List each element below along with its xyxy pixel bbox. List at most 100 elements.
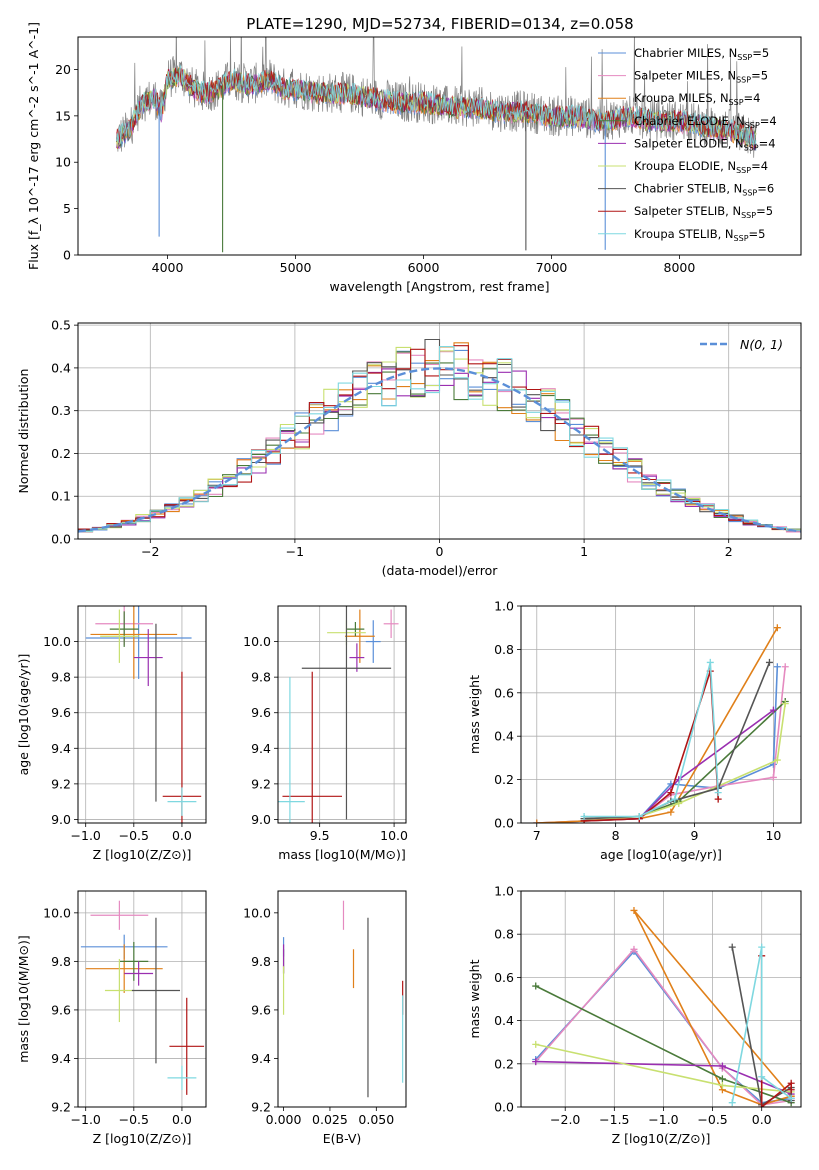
legend-label-sub: SSP [737, 53, 752, 62]
legend-label-value: =6 [757, 182, 774, 196]
y-axis-label: Flux [f_λ 10^-17 erg cm^-2 s^-1 A^-1] [26, 22, 41, 270]
legend-label: Kroupa ELODIE, NSSP=4 [634, 159, 768, 175]
weight-marker [667, 808, 675, 816]
legend-label: Kroupa STELIB, NSSP=5 [634, 227, 765, 243]
weight-marker [787, 1079, 795, 1087]
x-tick-label: 0.0 [752, 1112, 772, 1127]
weight-marker [532, 982, 540, 990]
legend-label-text: Salpeter ELODIE, N [634, 136, 744, 150]
y-axis-label: age [log10(age/yr)] [16, 654, 31, 776]
legend-label: Salpeter ELODIE, NSSP=4 [634, 136, 776, 152]
x-tick-label: −1.0 [71, 1112, 101, 1127]
y-tick-label: 10.0 [43, 905, 71, 920]
weight-marker [532, 1040, 540, 1048]
x-axis-label: Z [log10(Z/Z⊙)] [612, 1131, 711, 1146]
x-axis-label: wavelength [Angstrom, rest frame] [329, 279, 549, 294]
x-axis-label: Z [log10(Z/Z⊙)] [93, 847, 192, 862]
y-tick-label: 10.0 [243, 905, 271, 920]
legend-label: Chabrier STELIB, NSSP=6 [634, 182, 774, 198]
y-tick-label: 15 [55, 108, 71, 123]
y-tick-label: 9.8 [51, 670, 71, 685]
plot-frame [77, 322, 802, 540]
figure-title: PLATE=1290, MJD=52734, FIBERID=0134, z=0… [246, 15, 633, 33]
errorbars [282, 900, 404, 1098]
plot-frame [77, 605, 207, 824]
weight-marker [728, 943, 736, 951]
y-tick-label: 9.0 [251, 812, 271, 827]
legend-label-text: Kroupa STELIB, N [634, 227, 734, 241]
weight-marker [635, 812, 643, 820]
y-tick-label: 0.2 [51, 446, 71, 461]
x-tick-label: −2.0 [550, 1112, 580, 1127]
mass-vs-Z-panel: −1.0 −0.5 0.0 9.2 9.4 9.6 9.8 10.0 Z [log10(Z/Z⊙… [16, 890, 207, 1146]
spectrum-panel: 4000 5000 6000 7000 8000 0 5 10 15 20 wavelength [… [26, 22, 802, 294]
weight-marker [718, 1062, 726, 1070]
y-tick-label: 10 [55, 155, 71, 170]
errorbars [278, 606, 399, 823]
y-axis-label: mass weight [467, 959, 482, 1038]
weight-lines [533, 624, 789, 823]
x-tick-label: 10.0 [380, 828, 408, 843]
legend-label-sub: SSP [729, 98, 744, 107]
weight-vs-Z-panel: −2.0 −1.5 −1.0 −0.5 0.0 0.0 0.2 0.4 0.6 0.8 1.0 Z [… [467, 884, 802, 1146]
x-tick-label: −2 [141, 544, 159, 559]
x-tick-label: −0.5 [697, 1112, 727, 1127]
legend-label-text: Chabrier STELIB, N [634, 182, 742, 196]
y-tick-label: 9.2 [51, 1100, 71, 1115]
legend-label: Chabrier ELODIE, NSSP=4 [634, 114, 777, 130]
legend-label: Kroupa MILES, NSSP=4 [634, 91, 760, 107]
x-tick-label: −1.0 [648, 1112, 678, 1127]
x-axis-label: E(B-V) [323, 1131, 362, 1146]
y-tick-label: 0.0 [494, 1100, 514, 1115]
legend-label: Salpeter STELIB, NSSP=5 [634, 204, 773, 220]
x-tick-label: 5000 [280, 260, 312, 275]
weight-marker [714, 795, 722, 803]
legend-label-sub: SSP [741, 211, 756, 220]
y-tick-label: 9.2 [51, 776, 71, 791]
y-tick-label: 0.6 [494, 685, 514, 700]
y-tick-label: 1.0 [494, 884, 514, 899]
y-tick-label: 9.6 [51, 705, 71, 720]
weight-marker [773, 624, 781, 632]
weight-marker [769, 773, 777, 781]
histogram-lines [78, 338, 801, 533]
x-tick-label: 4000 [152, 260, 184, 275]
weight-marker [787, 1086, 795, 1094]
y-tick-label: 20 [55, 62, 71, 77]
weight-line [731, 947, 792, 1103]
legend-label-sub: SSP [736, 166, 751, 175]
weight-marker [769, 706, 777, 714]
y-tick-label: 0.4 [494, 1013, 514, 1028]
x-axis-label: age [log10(age/yr)] [600, 847, 722, 862]
legend-label-text: Chabrier ELODIE, N [634, 114, 745, 128]
x-tick-label: −1 [286, 544, 304, 559]
weight-marker [580, 812, 588, 820]
weight-lines [532, 906, 795, 1107]
weight-marker [765, 658, 773, 666]
x-tick-label: −1.5 [599, 1112, 629, 1127]
legend-label-text: Salpeter STELIB, N [634, 204, 741, 218]
x-tick-label: 8 [612, 828, 620, 843]
weight-marker [781, 663, 789, 671]
age-vs-mass-panel: 9.5 10.0 9.0 9.2 9.4 9.6 9.8 10.0 mass [log10(M/… [243, 605, 408, 862]
legend-label-value: =4 [751, 159, 768, 173]
legend-label: Chabrier MILES, NSSP=5 [634, 46, 769, 62]
weight-marker [773, 756, 781, 764]
legend-label-text: Kroupa MILES, N [634, 91, 729, 105]
x-tick-label: −1.0 [71, 828, 101, 843]
y-tick-label: 0.2 [494, 1056, 514, 1071]
plot-frame [520, 890, 802, 1108]
y-tick-label: 0.4 [51, 360, 71, 375]
x-tick-label: 0.000 [266, 1112, 302, 1127]
legend-label-sub: SSP [745, 121, 760, 130]
x-tick-label: −0.5 [119, 1112, 149, 1127]
y-tick-label: 0.2 [494, 772, 514, 787]
y-tick-label: 5 [63, 201, 71, 216]
y-tick-label: 0.3 [51, 403, 71, 418]
y-tick-label: 10.0 [43, 634, 71, 649]
y-axis-label: Normed distribution [16, 369, 31, 494]
weight-marker [706, 658, 714, 666]
legend-label-value: =5 [752, 46, 769, 60]
legend-label-sub: SSP [734, 234, 749, 243]
